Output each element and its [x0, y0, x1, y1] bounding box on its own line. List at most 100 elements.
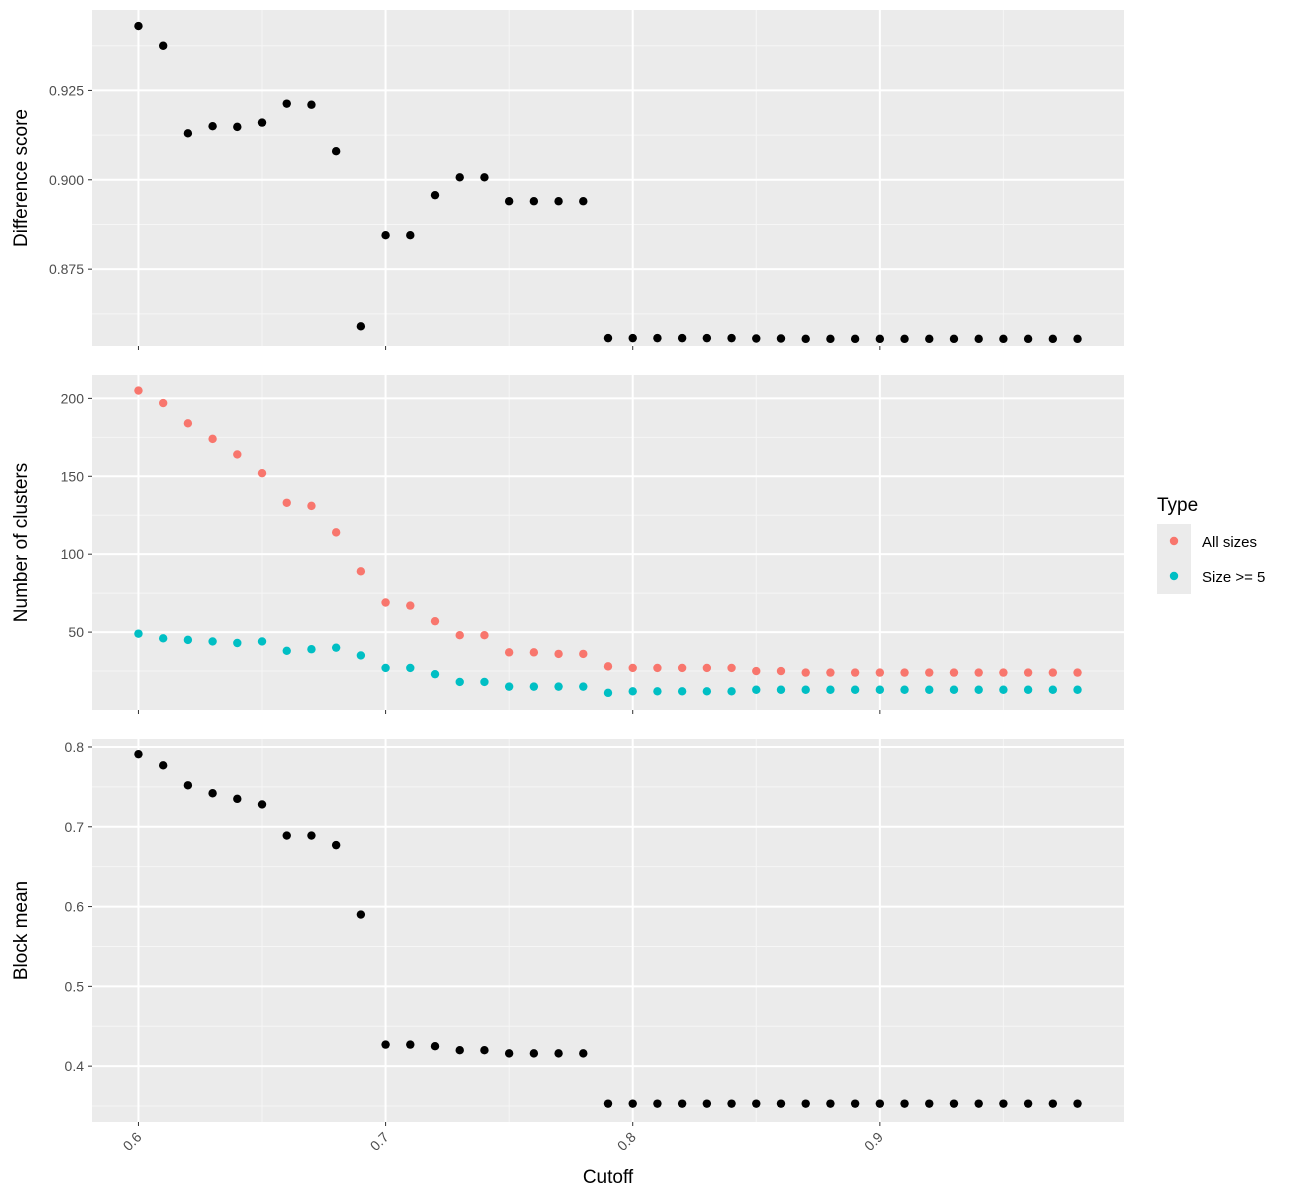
data-point: [974, 334, 983, 344]
data-point: [677, 333, 687, 343]
data-point: [603, 662, 613, 671]
data-point: [875, 668, 885, 677]
data-point: [776, 334, 786, 343]
data-point: [529, 1049, 539, 1058]
x-tick-label: 0.7: [367, 1129, 392, 1154]
data-point: [183, 781, 193, 790]
legend-label: All sizes: [1202, 534, 1257, 551]
data-point: [183, 129, 193, 138]
data-point: [331, 528, 341, 537]
data-point: [1023, 1099, 1033, 1108]
data-point: [257, 800, 267, 809]
data-point: [183, 635, 193, 645]
data-point: [381, 230, 390, 240]
data-point: [356, 567, 366, 576]
y-tick-label: 0.925: [49, 82, 84, 98]
legend-key-point: [1169, 571, 1179, 581]
data-point: [356, 322, 366, 331]
data-point: [801, 668, 810, 677]
panel-1: 0.875 0.900 0.925 Difference score: [11, 10, 1124, 350]
data-point: [430, 616, 440, 626]
data-point: [999, 668, 1008, 677]
data-point: [603, 1099, 613, 1108]
data-point: [776, 685, 786, 694]
data-point: [381, 1040, 390, 1049]
data-point: [677, 663, 687, 673]
data-point: [702, 663, 712, 673]
data-point: [579, 1049, 588, 1058]
data-point: [801, 334, 810, 344]
y-tick-label: 200: [61, 390, 85, 406]
data-point: [158, 761, 168, 770]
data-point: [603, 333, 613, 343]
y-axis-title: Number of clusters: [11, 463, 32, 622]
data-point: [702, 687, 712, 696]
x-tick-label: 0.8: [614, 1129, 639, 1154]
data-point: [603, 688, 613, 698]
data-point: [826, 1099, 835, 1108]
data-point: [925, 334, 934, 344]
panel-background: [92, 375, 1124, 710]
data-point: [208, 637, 217, 646]
y-tick-label: 0.4: [65, 1058, 85, 1074]
data-point: [455, 1045, 464, 1055]
legend-title: Type: [1157, 495, 1198, 516]
series-size-5: [134, 629, 1082, 698]
data-point: [974, 685, 983, 694]
data-point: [455, 173, 464, 182]
data-point: [1048, 1099, 1058, 1108]
data-point: [307, 831, 316, 840]
data-point: [158, 41, 168, 50]
data-point: [949, 668, 959, 677]
data-point: [1023, 334, 1033, 344]
y-tick-label: 150: [61, 468, 85, 484]
data-point: [1048, 668, 1058, 677]
data-point: [826, 668, 835, 677]
data-point: [826, 685, 835, 694]
data-point: [331, 840, 341, 850]
data-point: [752, 1099, 761, 1108]
data-point: [850, 685, 860, 694]
data-point: [875, 1099, 885, 1108]
data-point: [702, 1099, 712, 1108]
data-point: [356, 651, 366, 660]
data-point: [949, 685, 959, 694]
series-all-sizes: [134, 386, 1082, 677]
legend: Type All sizes Size >= 5: [1157, 495, 1265, 594]
data-point: [480, 677, 489, 687]
data-point: [480, 1045, 489, 1055]
data-point: [801, 1099, 810, 1108]
data-point: [974, 668, 983, 677]
data-point: [134, 749, 143, 759]
data-point: [554, 197, 563, 206]
data-point: [850, 668, 860, 677]
data-point: [579, 197, 588, 206]
data-point: [257, 118, 267, 127]
data-point: [529, 648, 539, 657]
data-point: [653, 663, 662, 673]
data-point: [134, 21, 143, 31]
data-point: [504, 1049, 514, 1058]
data-point: [826, 334, 835, 344]
data-point: [331, 146, 341, 156]
data-point: [307, 645, 316, 654]
data-point: [875, 334, 885, 344]
data-point: [158, 634, 168, 643]
series-points: [134, 21, 1082, 344]
data-point: [875, 685, 885, 694]
data-point: [406, 1040, 415, 1049]
legend-key-point: [1169, 536, 1179, 546]
data-point: [480, 173, 489, 182]
data-point: [999, 1099, 1008, 1108]
data-point: [1073, 334, 1082, 344]
data-point: [208, 121, 217, 131]
y-axis-title: Block mean: [11, 881, 32, 980]
y-tick-label: 0.6: [65, 899, 85, 915]
panel-2: 50 100 150 200 Number of clusters: [11, 375, 1124, 714]
panel-background: [92, 10, 1124, 346]
data-point: [381, 663, 390, 673]
data-point: [653, 333, 662, 343]
data-point: [949, 334, 959, 344]
data-point: [504, 648, 514, 657]
